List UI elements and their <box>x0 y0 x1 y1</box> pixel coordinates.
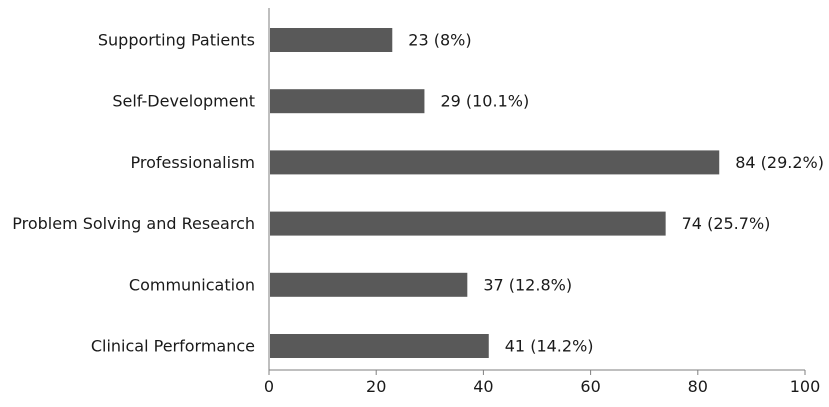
data-label: 74 (25.7%) <box>682 214 771 233</box>
category-label: Problem Solving and Research <box>12 214 255 233</box>
x-tick-label: 20 <box>366 377 386 396</box>
data-label: 37 (12.8%) <box>483 275 572 294</box>
bar-communication <box>270 272 468 297</box>
data-labels-group: 23 (8%) 29 (10.1%) 84 (29.2%) 74 (25.7%) 37 … <box>408 31 824 356</box>
x-tick-label: 40 <box>473 377 493 396</box>
x-tick-label: 60 <box>580 377 600 396</box>
bar-clinical-performance <box>270 334 489 358</box>
category-label: Supporting Patients <box>98 31 255 50</box>
category-label: Professionalism <box>130 153 255 172</box>
bar-professionalism <box>270 150 720 175</box>
axes-group: 0 20 40 60 80 100 <box>264 8 820 396</box>
x-tick-label: 0 <box>264 377 274 396</box>
category-label: Communication <box>129 275 255 294</box>
category-label: Self-Development <box>112 92 255 111</box>
bar-supporting-patients <box>270 28 393 52</box>
category-labels-group: Supporting Patients Self-Development Profe… <box>12 31 255 356</box>
bar-self-development <box>270 89 425 114</box>
category-label: Clinical Performance <box>91 337 255 356</box>
bar-problem-solving-and-research <box>270 211 666 236</box>
data-label: 41 (14.2%) <box>505 337 594 356</box>
data-label: 23 (8%) <box>408 31 471 50</box>
x-tick-label: 100 <box>790 377 821 396</box>
data-label: 84 (29.2%) <box>735 153 824 172</box>
data-label: 29 (10.1%) <box>440 92 529 111</box>
x-tick-label: 80 <box>688 377 708 396</box>
bars-group <box>270 28 720 358</box>
